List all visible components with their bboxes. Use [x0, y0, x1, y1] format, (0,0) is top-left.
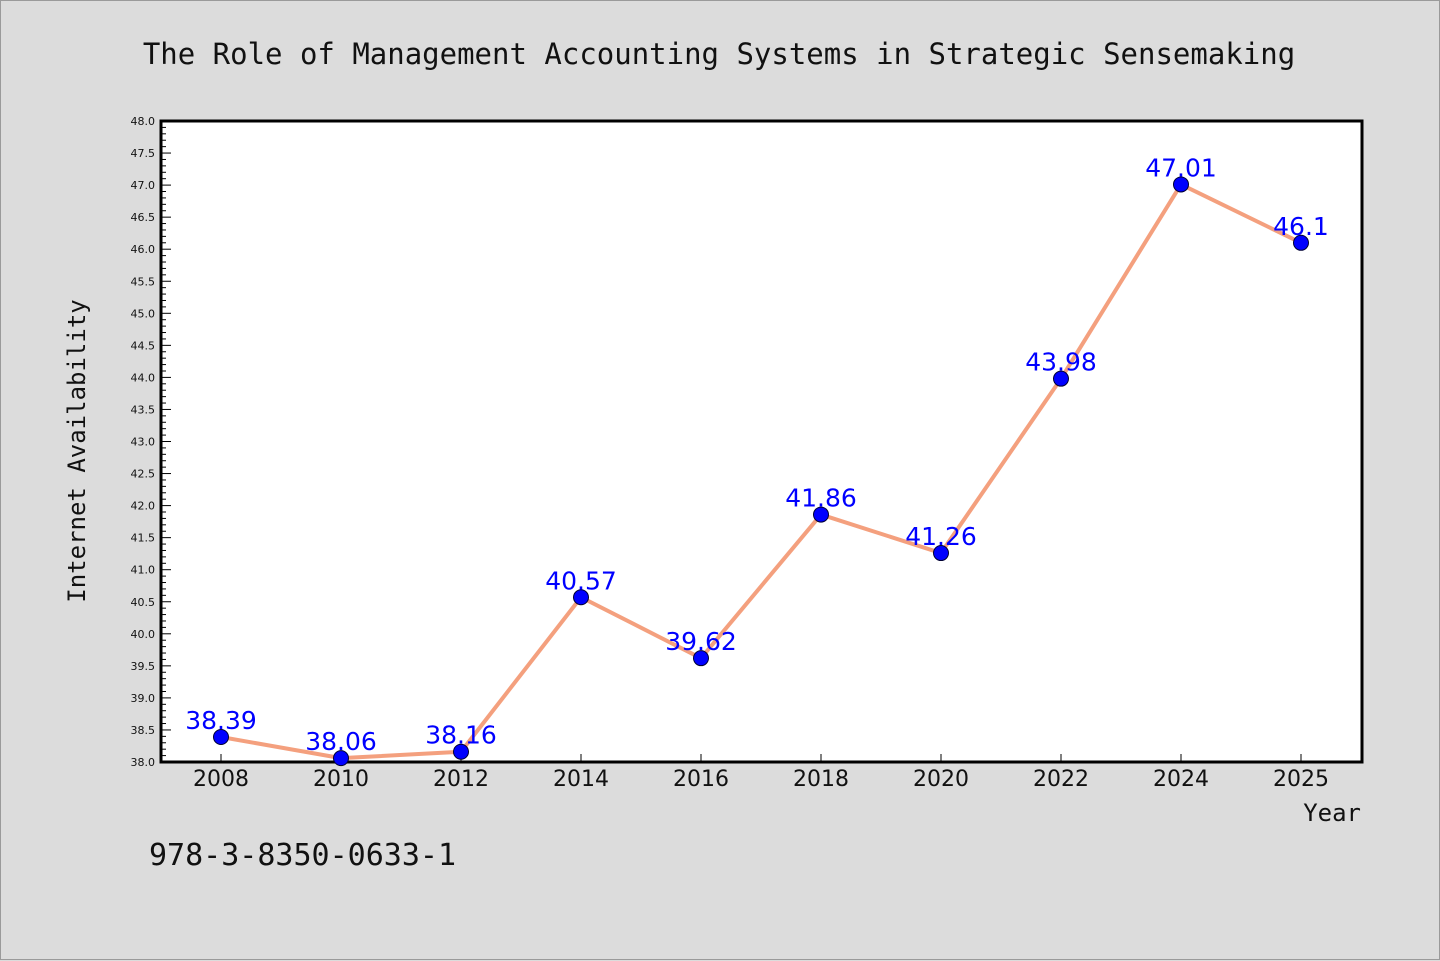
y-tick-label: 44.0 [131, 371, 156, 384]
y-tick-label: 43.5 [131, 403, 156, 416]
data-label: 38.06 [305, 727, 377, 756]
y-tick-label: 41.0 [131, 564, 156, 577]
data-label: 38.16 [425, 721, 497, 750]
data-point [1053, 370, 1069, 387]
data-point [213, 729, 229, 746]
isbn-text: 978-3-8350-0633-1 [149, 838, 456, 873]
x-tick-label: 2012 [433, 767, 489, 792]
data-point [813, 506, 829, 523]
y-tick-label: 45.0 [131, 307, 156, 320]
y-tick-label: 39.5 [131, 660, 156, 673]
x-tick-label: 2025 [1273, 767, 1329, 792]
data-label: 43.98 [1025, 348, 1097, 377]
y-tick-label: 43.0 [131, 436, 156, 449]
x-axis-label: Year [1303, 799, 1361, 827]
y-tick-label: 46.0 [131, 243, 156, 256]
data-point [453, 743, 469, 760]
x-tick-label: 2024 [1153, 767, 1209, 792]
y-tick-label: 47.5 [131, 147, 156, 160]
data-point [573, 589, 589, 606]
y-tick-label: 40.0 [131, 628, 156, 641]
data-label: 47.01 [1145, 153, 1217, 182]
y-axis: 38.0 38.5 39.0 39.5 40.0 40.5 41.0 41.5 42.0 42.5… [131, 115, 171, 769]
y-tick-label: 44.5 [131, 339, 156, 352]
x-tick-label: 2014 [553, 767, 609, 792]
data-label: 41.26 [905, 522, 977, 551]
series-group [213, 176, 1309, 767]
y-tick-label: 48.0 [131, 115, 156, 128]
y-tick-label: 38.0 [131, 756, 156, 769]
y-tick-label: 47.0 [131, 179, 156, 192]
series-line [220, 182, 1302, 761]
x-tick-label: 2010 [313, 767, 369, 792]
y-tick-label: 42.5 [131, 468, 156, 481]
y-tick-label: 41.5 [131, 532, 156, 545]
chart-title: The Role of Management Accounting System… [143, 37, 1295, 71]
data-point [1173, 176, 1189, 193]
x-tick-label: 2016 [673, 767, 729, 792]
y-tick-label: 40.5 [131, 596, 156, 609]
y-tick-label: 46.5 [131, 211, 156, 224]
plot-area [159, 119, 1364, 764]
data-point [333, 750, 349, 767]
x-axis: 2008 2010 2012 2014 2016 2018 2020 2022 2024 2025 [193, 754, 1329, 792]
data-labels: 38.39 38.06 38.16 40.57 39.62 41.86 41.26 43.98… [185, 153, 1329, 756]
data-label: 46.1 [1273, 212, 1329, 241]
y-tick-label: 38.5 [131, 724, 156, 737]
x-tick-label: 2008 [193, 767, 249, 792]
x-tick-label: 2020 [913, 767, 969, 792]
data-label: 40.57 [545, 566, 617, 595]
y-tick-label: 45.5 [131, 275, 156, 288]
data-point [1293, 234, 1309, 251]
data-label: 38.39 [185, 706, 257, 735]
data-label: 39.62 [665, 627, 737, 656]
y-axis-label: Internet Availability [63, 299, 91, 602]
y-tick-label: 39.0 [131, 692, 156, 705]
data-point [693, 650, 709, 667]
x-tick-label: 2022 [1033, 767, 1089, 792]
data-point [933, 545, 949, 562]
data-label: 41.86 [785, 484, 857, 513]
x-tick-label: 2018 [793, 767, 849, 792]
y-tick-label: 42.0 [131, 500, 156, 513]
